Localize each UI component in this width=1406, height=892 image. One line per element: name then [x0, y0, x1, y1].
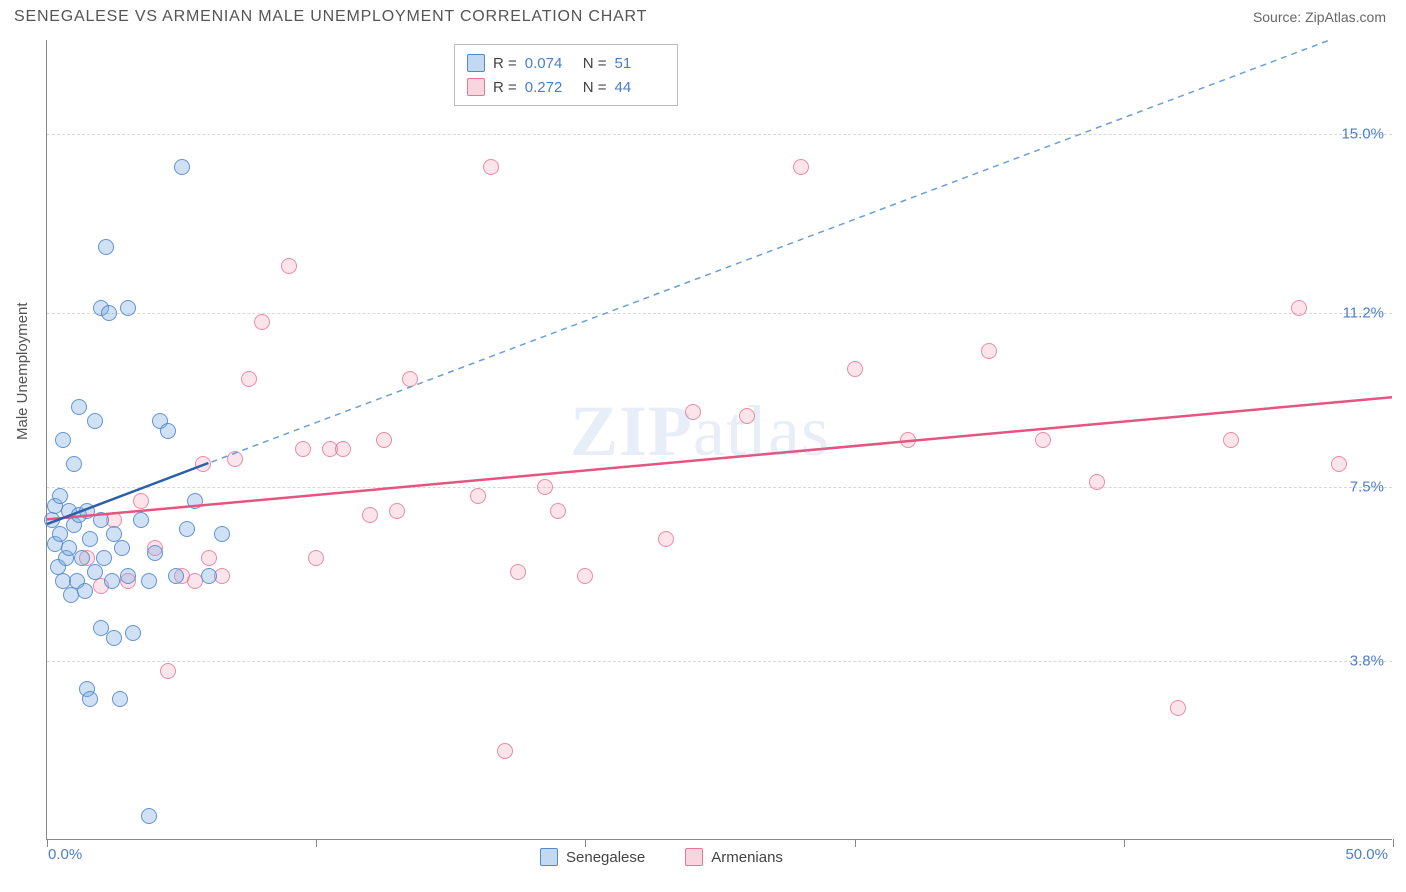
data-point [160, 423, 176, 439]
data-point [550, 503, 566, 519]
data-point [147, 545, 163, 561]
data-point [201, 550, 217, 566]
data-point [160, 663, 176, 679]
data-point [106, 630, 122, 646]
data-point [82, 691, 98, 707]
data-point [112, 691, 128, 707]
data-point [101, 305, 117, 321]
data-point [174, 159, 190, 175]
gridline [47, 134, 1392, 135]
data-point [281, 258, 297, 274]
data-point [470, 488, 486, 504]
data-point [195, 456, 211, 472]
data-point [900, 432, 916, 448]
data-point [658, 531, 674, 547]
swatch-icon [467, 54, 485, 72]
data-point [187, 493, 203, 509]
data-point [497, 743, 513, 759]
data-point [981, 343, 997, 359]
data-point [104, 573, 120, 589]
data-point [133, 512, 149, 528]
data-point [98, 239, 114, 255]
legend-correlation: R = 0.074 N = 51 R = 0.272 N = 44 [454, 44, 678, 106]
data-point [74, 550, 90, 566]
data-point [389, 503, 405, 519]
data-point [510, 564, 526, 580]
chart-title: SENEGALESE VS ARMENIAN MALE UNEMPLOYMENT… [14, 8, 647, 26]
x-axis-max-label: 50.0% [1345, 846, 1388, 863]
data-point [1089, 474, 1105, 490]
y-tick-label: 3.8% [1350, 653, 1384, 670]
data-point [133, 493, 149, 509]
data-point [125, 625, 141, 641]
y-axis-title: Male Unemployment [14, 302, 31, 440]
x-tick [316, 839, 317, 847]
legend-series: Senegalese Armenians [540, 848, 783, 866]
gridline [47, 487, 1392, 488]
data-point [214, 526, 230, 542]
chart-source: Source: ZipAtlas.com [1253, 9, 1386, 25]
data-point [362, 507, 378, 523]
legend-row-armenians: R = 0.272 N = 44 [467, 75, 665, 99]
data-point [66, 456, 82, 472]
legend-row-senegalese: R = 0.074 N = 51 [467, 51, 665, 75]
data-point [1223, 432, 1239, 448]
data-point [1291, 300, 1307, 316]
x-tick [1393, 839, 1394, 847]
data-point [376, 432, 392, 448]
data-point [483, 159, 499, 175]
data-point [847, 361, 863, 377]
swatch-icon [540, 848, 558, 866]
data-point [739, 408, 755, 424]
data-point [96, 550, 112, 566]
data-point [93, 512, 109, 528]
data-point [55, 432, 71, 448]
data-point [168, 568, 184, 584]
data-point [120, 568, 136, 584]
data-point [227, 451, 243, 467]
data-point [1170, 700, 1186, 716]
y-tick-label: 11.2% [1343, 304, 1384, 321]
data-point [254, 314, 270, 330]
chart-header: SENEGALESE VS ARMENIAN MALE UNEMPLOYMENT… [0, 0, 1406, 30]
data-point [685, 404, 701, 420]
data-point [1331, 456, 1347, 472]
x-tick [1124, 839, 1125, 847]
chart-plot-area: 3.8% 7.5% 11.2% 15.0% [46, 40, 1392, 840]
swatch-icon [467, 78, 485, 96]
data-point [77, 583, 93, 599]
x-tick [585, 839, 586, 847]
x-tick [855, 839, 856, 847]
data-point [537, 479, 553, 495]
data-point [295, 441, 311, 457]
data-point [120, 300, 136, 316]
gridline [47, 661, 1392, 662]
y-tick-label: 15.0% [1341, 126, 1384, 143]
x-axis-min-label: 0.0% [48, 846, 82, 863]
data-point [308, 550, 324, 566]
swatch-icon [685, 848, 703, 866]
y-tick-label: 7.5% [1350, 479, 1384, 496]
gridline [47, 313, 1392, 314]
data-point [179, 521, 195, 537]
legend-item-senegalese: Senegalese [540, 848, 645, 866]
data-point [793, 159, 809, 175]
data-point [82, 531, 98, 547]
data-point [141, 573, 157, 589]
data-point [577, 568, 593, 584]
data-point [335, 441, 351, 457]
data-point [201, 568, 217, 584]
legend-item-armenians: Armenians [685, 848, 783, 866]
data-point [71, 399, 87, 415]
data-point [241, 371, 257, 387]
data-point [114, 540, 130, 556]
data-point [87, 564, 103, 580]
data-point [141, 808, 157, 824]
data-point [1035, 432, 1051, 448]
data-point [402, 371, 418, 387]
data-point [87, 413, 103, 429]
